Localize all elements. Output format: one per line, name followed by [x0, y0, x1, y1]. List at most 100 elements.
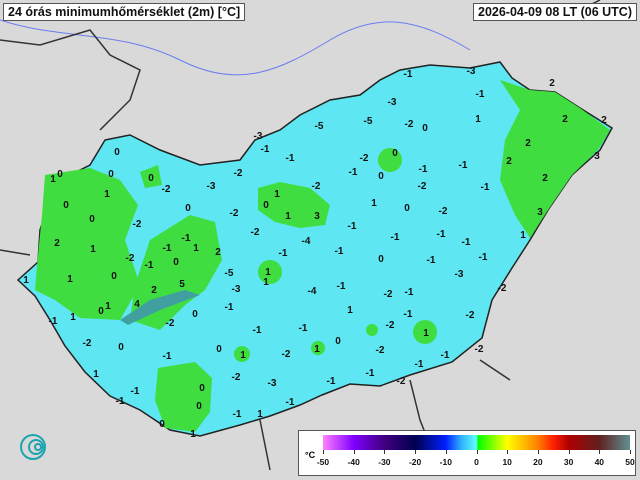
station-value: 3	[537, 207, 543, 218]
station-value: -2	[475, 344, 484, 355]
station-value: -2	[166, 318, 175, 329]
legend-tick-label: -50	[316, 457, 330, 467]
hungary-cold-area	[16, 61, 613, 437]
color-legend: °C -50 -40 -30 -20 -10 0 10 20 30 40 50	[298, 430, 636, 476]
station-value: 1	[70, 312, 76, 323]
station-value: 1	[274, 189, 280, 200]
station-value: 1	[475, 114, 481, 125]
station-value: 0	[404, 203, 410, 214]
station-value: 2	[525, 138, 531, 149]
station-value: -1	[419, 164, 428, 175]
station-value: 0	[192, 309, 198, 320]
station-value: -1	[261, 144, 270, 155]
station-value: 1	[371, 198, 377, 209]
station-value: -1	[327, 376, 336, 387]
station-value: -1	[225, 302, 234, 313]
station-value: 0	[111, 271, 117, 282]
station-value: -3	[467, 66, 476, 77]
station-value: -2	[405, 119, 414, 130]
station-value: 3	[594, 151, 600, 162]
station-value: -3	[455, 269, 464, 280]
station-value: 0	[378, 254, 384, 265]
station-value: -1	[391, 232, 400, 243]
legend-tick-mark	[537, 450, 539, 454]
station-value: -1	[335, 246, 344, 257]
station-value: -1	[49, 316, 58, 327]
station-value: -2	[282, 349, 291, 360]
station-value: 1	[265, 267, 271, 278]
station-value: -5	[315, 121, 324, 132]
station-value: 1	[90, 244, 96, 255]
station-value: -3	[232, 284, 241, 295]
station-value: -2	[83, 338, 92, 349]
station-value: 0	[185, 203, 191, 214]
station-value: -1	[286, 153, 295, 164]
station-value: -2	[360, 153, 369, 164]
station-value: 0	[63, 200, 69, 211]
station-value: -2	[234, 168, 243, 179]
station-value: 1	[50, 174, 56, 185]
legend-tick-mark	[507, 450, 509, 454]
station-value: -2	[466, 310, 475, 321]
station-value: 1	[104, 189, 110, 200]
station-value: -1	[404, 309, 413, 320]
station-value: 0	[114, 147, 120, 158]
map-title: 24 órás minimumhőmérséklet (2m) [°C]	[3, 3, 246, 21]
legend-tick-label: 20	[533, 457, 543, 467]
station-value: 2	[562, 114, 568, 125]
station-value: -1	[337, 281, 346, 292]
legend-tick-mark	[445, 450, 447, 454]
station-value: 0	[89, 214, 95, 225]
station-value: 2	[542, 173, 548, 184]
station-value: -2	[162, 184, 171, 195]
station-value: 1	[67, 274, 73, 285]
station-value: -2	[133, 219, 142, 230]
station-value: 0	[392, 148, 398, 159]
legend-tick-label: -10	[439, 457, 452, 467]
legend-tick-label: 40	[594, 457, 605, 467]
river	[0, 19, 471, 76]
station-value: 1	[190, 429, 196, 440]
station-value: 1	[93, 369, 99, 380]
legend-tick-label: -30	[378, 457, 391, 467]
station-value: -1	[441, 350, 450, 361]
map-datetime: 2026-04-09 08 LT (06 UTC)	[473, 3, 637, 21]
station-value: 0	[196, 401, 202, 412]
station-value: 2	[54, 238, 60, 249]
swirl-logo-icon	[20, 434, 46, 460]
station-value: 1	[105, 301, 111, 312]
station-value: 1	[240, 350, 246, 361]
warm-areas	[35, 80, 610, 432]
station-value: -1	[163, 243, 172, 254]
station-value: 2	[601, 115, 607, 126]
station-value: 0	[422, 123, 428, 134]
station-value: -1	[462, 237, 471, 248]
station-value: -1	[427, 255, 436, 266]
station-value: 0	[148, 173, 154, 184]
legend-tick-label: 0	[474, 457, 479, 467]
station-value: 1	[520, 230, 526, 241]
station-value: 1	[347, 305, 353, 316]
station-value: -1	[182, 233, 191, 244]
station-value: -2	[439, 206, 448, 217]
station-value: 0	[335, 336, 341, 347]
station-value: -1	[459, 160, 468, 171]
station-value: 0	[159, 419, 165, 430]
legend-tick-mark	[323, 450, 324, 454]
station-value: -1	[349, 167, 358, 178]
legend-tick-label: -20	[408, 457, 422, 467]
station-value: 0	[263, 200, 269, 211]
station-value: 2	[506, 156, 512, 167]
station-value: -1	[405, 287, 414, 298]
legend-tick-mark	[630, 450, 631, 454]
station-value: -5	[225, 268, 234, 279]
legend-tick-label: -40	[347, 457, 360, 467]
legend-colorbar	[323, 435, 630, 450]
station-value: -1	[348, 221, 357, 232]
station-value: 5	[179, 279, 185, 290]
station-value: -1	[286, 397, 295, 408]
station-value: -1	[415, 359, 424, 370]
legend-tick-label: 30	[563, 457, 574, 467]
legend-unit: °C	[305, 450, 316, 460]
